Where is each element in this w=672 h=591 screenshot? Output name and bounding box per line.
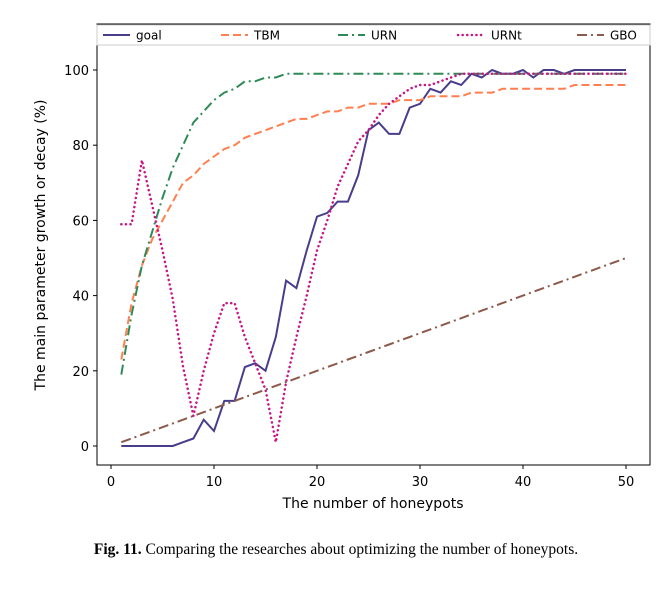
series-line-goal (121, 68, 626, 447)
caption-label: Fig. 11. (93, 541, 142, 558)
series-line-tbm (120, 84, 626, 360)
x-tick-label: 20 (309, 475, 326, 490)
legend-label-gbo: GBO (610, 29, 637, 43)
x-tick-label: 10 (206, 475, 223, 490)
x-axis-label: The number of honeypots (282, 496, 464, 512)
x-tick-label: 0 (107, 475, 115, 490)
y-axis-label: The main parameter growth or decay (%) (33, 100, 49, 392)
line-chart: 0 10 20 30 40 50 0 20 40 60 80 100 goal TBM URN URNt GB… (33, 23, 651, 512)
x-tick-label: 50 (618, 475, 635, 490)
caption-text: Comparing the researches about optimizin… (141, 541, 579, 558)
series-line-gbo (120, 257, 627, 444)
series-line-urnt (120, 72, 628, 443)
legend-label-tbm: TBM (253, 29, 280, 43)
x-tick-label: 30 (412, 475, 429, 490)
y-tick-label: 40 (72, 290, 89, 305)
x-tick-label: 40 (515, 475, 532, 490)
y-tick-label: 20 (72, 365, 89, 380)
y-tick-label: 0 (81, 440, 89, 455)
figure-caption: Fig. 11. Comparing the researches about … (0, 541, 672, 559)
y-tick-label: 100 (64, 64, 89, 79)
legend-box (96, 24, 651, 46)
series-line-urn (120, 72, 626, 375)
y-tick-label: 80 (72, 139, 89, 154)
y-tick-label: 60 (72, 214, 89, 229)
legend-label-goal: goal (136, 29, 162, 43)
legend-label-urnt: URNt (491, 29, 522, 43)
plot-frame (96, 23, 651, 466)
legend-label-urn: URN (371, 29, 397, 43)
